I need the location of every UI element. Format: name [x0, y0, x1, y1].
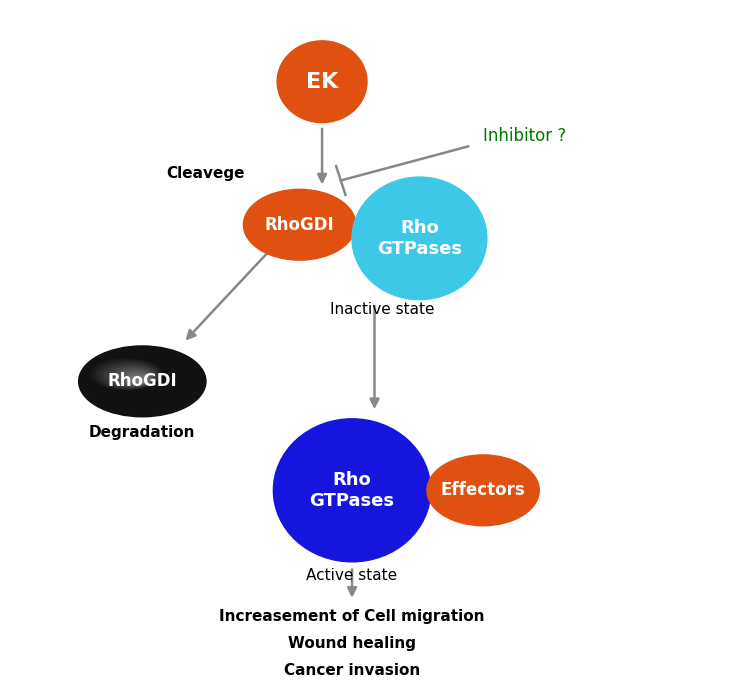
- Ellipse shape: [121, 372, 151, 385]
- Ellipse shape: [91, 360, 162, 390]
- Text: Rho
GTPases: Rho GTPases: [309, 471, 395, 509]
- Text: Degradation: Degradation: [89, 425, 195, 440]
- Text: Effectors: Effectors: [440, 481, 526, 499]
- Ellipse shape: [427, 455, 539, 526]
- Ellipse shape: [104, 365, 157, 387]
- Ellipse shape: [79, 346, 206, 417]
- Text: Active state: Active state: [306, 568, 398, 583]
- Ellipse shape: [352, 177, 487, 300]
- Ellipse shape: [125, 374, 148, 384]
- Text: Cancer invasion: Cancer invasion: [284, 663, 420, 678]
- Text: EK: EK: [306, 72, 339, 92]
- Ellipse shape: [134, 378, 145, 383]
- Text: Increasement of Cell migration: Increasement of Cell migration: [219, 609, 485, 624]
- Ellipse shape: [243, 189, 356, 260]
- Text: Inactive state: Inactive state: [330, 302, 434, 317]
- Ellipse shape: [130, 376, 147, 383]
- Ellipse shape: [96, 361, 160, 389]
- Text: Rho
GTPases: Rho GTPases: [377, 219, 462, 257]
- Ellipse shape: [100, 363, 158, 388]
- Ellipse shape: [138, 379, 144, 382]
- Ellipse shape: [117, 370, 152, 385]
- Text: RhoGDI: RhoGDI: [108, 373, 177, 390]
- Text: RhoGDI: RhoGDI: [265, 216, 334, 234]
- Ellipse shape: [277, 41, 367, 123]
- Text: Cleavege: Cleavege: [167, 166, 245, 181]
- Ellipse shape: [273, 419, 431, 562]
- Text: Inhibitor ?: Inhibitor ?: [483, 127, 566, 145]
- Text: Wound healing: Wound healing: [288, 636, 416, 651]
- Ellipse shape: [112, 368, 154, 386]
- Ellipse shape: [109, 366, 155, 387]
